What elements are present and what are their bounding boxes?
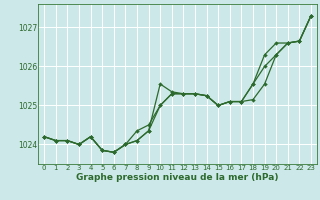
X-axis label: Graphe pression niveau de la mer (hPa): Graphe pression niveau de la mer (hPa): [76, 173, 279, 182]
